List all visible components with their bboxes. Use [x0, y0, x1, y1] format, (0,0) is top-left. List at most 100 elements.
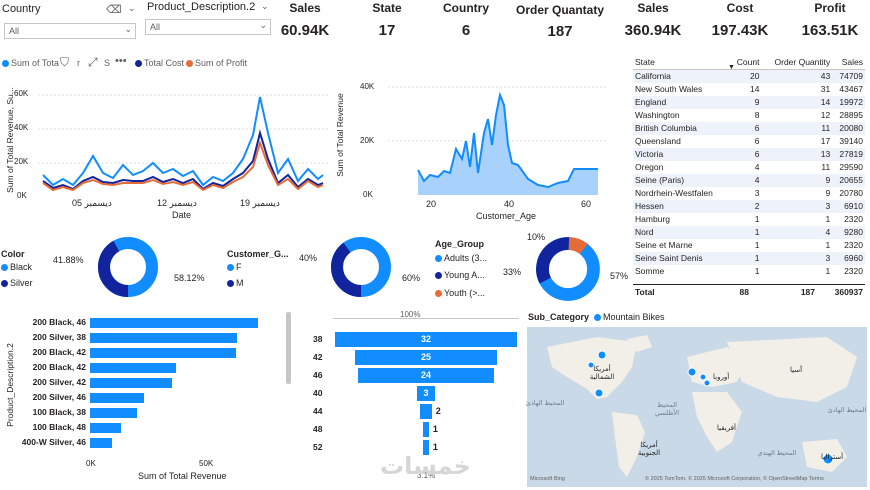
series-profit[interactable]	[42, 139, 324, 192]
more-options-icon[interactable]: •••	[115, 55, 127, 67]
map-bubble[interactable]	[699, 373, 707, 381]
chevron-down-icon[interactable]: ⌄	[261, 1, 269, 11]
vertical-scrollbar[interactable]	[286, 312, 291, 384]
state-table-grid[interactable]: State Count Order Quantity Sales Califor…	[633, 47, 865, 278]
legend-truncated: S	[104, 58, 111, 68]
cell-sales: 2320	[844, 240, 863, 250]
map-legend-item[interactable]: Mountain Bikes	[594, 312, 665, 322]
column-header-state[interactable]: State	[633, 47, 730, 70]
product-bar-chart[interactable]: Product_Description.2 200 Black, 46 200 S…	[0, 312, 291, 487]
map-bubble[interactable]	[594, 388, 604, 398]
funnel-bar[interactable]: 32	[335, 332, 517, 347]
cell-state: Seine et Marne	[635, 240, 693, 250]
product-slicer[interactable]: Product_Description.2 ⌄ All ⌄	[145, 1, 273, 35]
table-row[interactable]: Seine (Paris) 4 9 20655	[633, 173, 865, 187]
map-bubble[interactable]	[687, 367, 697, 377]
funnel-bar[interactable]: 1	[423, 440, 438, 455]
country-dropdown[interactable]: All ⌄	[4, 23, 136, 39]
country-slicer-title: Country	[2, 3, 41, 15]
legend-item[interactable]: Adults (3...	[435, 253, 487, 263]
table-row[interactable]: Washington 8 12 28895	[633, 109, 865, 122]
funnel-value-label: 1	[432, 424, 438, 434]
bar[interactable]	[90, 363, 176, 373]
table-row[interactable]: Nord 1 4 9280	[633, 225, 865, 239]
bar[interactable]	[90, 423, 121, 433]
map-bubble[interactable]	[597, 350, 607, 360]
legend-label: Total Cost	[144, 58, 185, 68]
funnel-bar[interactable]: 25	[354, 350, 498, 365]
column-header-sales[interactable]: Sales	[832, 47, 865, 70]
legend-item[interactable]: F	[227, 262, 242, 272]
legend-item[interactable]: Silver	[1, 278, 33, 288]
product-dropdown[interactable]: All ⌄	[145, 19, 271, 35]
map-visual[interactable]: Sub_Category Mountain Bikes أمريكا الشما…	[526, 311, 867, 487]
map-bubble[interactable]	[703, 379, 711, 387]
line-chart-legend: Sum of Tota	[2, 58, 59, 68]
bar[interactable]	[90, 348, 236, 358]
bar[interactable]	[90, 438, 112, 448]
xtick: 50K	[199, 459, 214, 468]
funnel-bar[interactable]: 3	[417, 386, 435, 401]
donut-slice-silver[interactable]	[98, 237, 158, 297]
table-row[interactable]: Hamburg 1 1 2320	[633, 213, 865, 226]
table-row[interactable]: Queensland 6 17 39140	[633, 135, 865, 148]
country-slicer[interactable]: Country ⌫ ⌄ All ⌄	[2, 3, 140, 39]
column-header-count[interactable]: Count	[729, 47, 762, 70]
area-chart-plot[interactable]	[388, 75, 608, 197]
table-row[interactable]: Seine Saint Denis 1 3 6960	[633, 251, 865, 265]
eraser-icon[interactable]: ⌫	[106, 4, 122, 16]
legend-item[interactable]: Youth (>...	[435, 288, 485, 298]
table-row[interactable]: New South Wales 14 31 43467	[633, 83, 865, 96]
legend-label: Black	[10, 262, 33, 272]
funnel-bar[interactable]: 24	[357, 368, 495, 383]
table-row[interactable]: British Columbia 6 11 20080	[633, 121, 865, 135]
table-row[interactable]: England 9 14 19972	[633, 95, 865, 109]
world-map[interactable]	[527, 327, 867, 487]
table-row[interactable]: Oregon 4 11 29590	[633, 161, 865, 174]
africa-land	[692, 392, 742, 452]
funnel-chart[interactable]: 100% 38 32 42 25 46 24 40 3 44 2 48 1 52 1 3.1%	[305, 308, 525, 488]
series-revenue-by-age[interactable]	[417, 91, 598, 189]
donut-svg[interactable]	[329, 235, 393, 299]
column-header-order-quantity[interactable]: Order Quantity	[761, 47, 833, 70]
kpi-label: State	[372, 1, 402, 15]
map-bubble[interactable]	[587, 361, 595, 369]
table-row[interactable]: Hessen 2 3 6910	[633, 199, 865, 213]
bar[interactable]	[90, 318, 258, 328]
product-dropdown-value: All	[150, 22, 161, 32]
legend-item[interactable]: M	[227, 278, 244, 288]
age-group-donut-chart[interactable]: Age_Group Adults (3... Young A... Youth …	[434, 232, 634, 305]
table-row[interactable]: Seine et Marne 1 1 2320	[633, 239, 865, 252]
series-total-cost[interactable]	[42, 129, 324, 191]
donut-slice-youth[interactable]	[536, 237, 600, 301]
line-chart[interactable]: Sum of Tota ⛉ r ⤢ S ••• Total Cost Sum o…	[0, 55, 330, 225]
map-bubble[interactable]	[822, 453, 834, 465]
gender-donut-chart[interactable]: Customer_G... F M 40% 60%	[225, 237, 425, 303]
table-row[interactable]: Somme 1 1 2320	[633, 265, 865, 278]
table-row[interactable]: Victoria 6 13 27819	[633, 147, 865, 161]
donut-slice-m[interactable]	[331, 237, 391, 297]
color-donut-chart[interactable]: Color Black Silver 41.88% 58.12%	[0, 237, 210, 303]
area-chart[interactable]: Sum of Total Revenue 40K 20K 0K 20 40 60…	[330, 55, 620, 225]
line-chart-plot[interactable]	[38, 73, 328, 201]
focus-mode-icon[interactable]: ⤢	[88, 55, 98, 69]
funnel-bar[interactable]: 2	[420, 404, 441, 419]
map-attribution[interactable]: © 2025 TomTom, © 2025 Microsoft Corporat…	[645, 476, 824, 482]
donut-svg[interactable]	[534, 235, 602, 303]
bar[interactable]	[90, 333, 237, 343]
donut-svg[interactable]	[96, 235, 160, 299]
bar[interactable]	[90, 378, 172, 388]
legend-item[interactable]: Young A...	[435, 270, 485, 280]
bar[interactable]	[90, 408, 137, 418]
filter-icon[interactable]: ⛉	[60, 55, 70, 69]
series-total-revenue[interactable]	[42, 96, 324, 187]
state-table[interactable]: State Count Order Quantity Sales Califor…	[633, 47, 867, 302]
kpi-label: Order Quantaty	[515, 3, 605, 17]
legend-item[interactable]: Black	[1, 262, 32, 272]
funnel-bar[interactable]: 1	[423, 422, 438, 437]
chevron-down-icon[interactable]: ⌄	[128, 3, 136, 13]
table-row[interactable]: Nordrhein-Westfalen 3 9 20780	[633, 187, 865, 200]
sort-desc-icon[interactable]: ▼	[728, 64, 735, 71]
table-row[interactable]: California 20 43 74709	[633, 69, 865, 83]
bar[interactable]	[90, 393, 144, 403]
